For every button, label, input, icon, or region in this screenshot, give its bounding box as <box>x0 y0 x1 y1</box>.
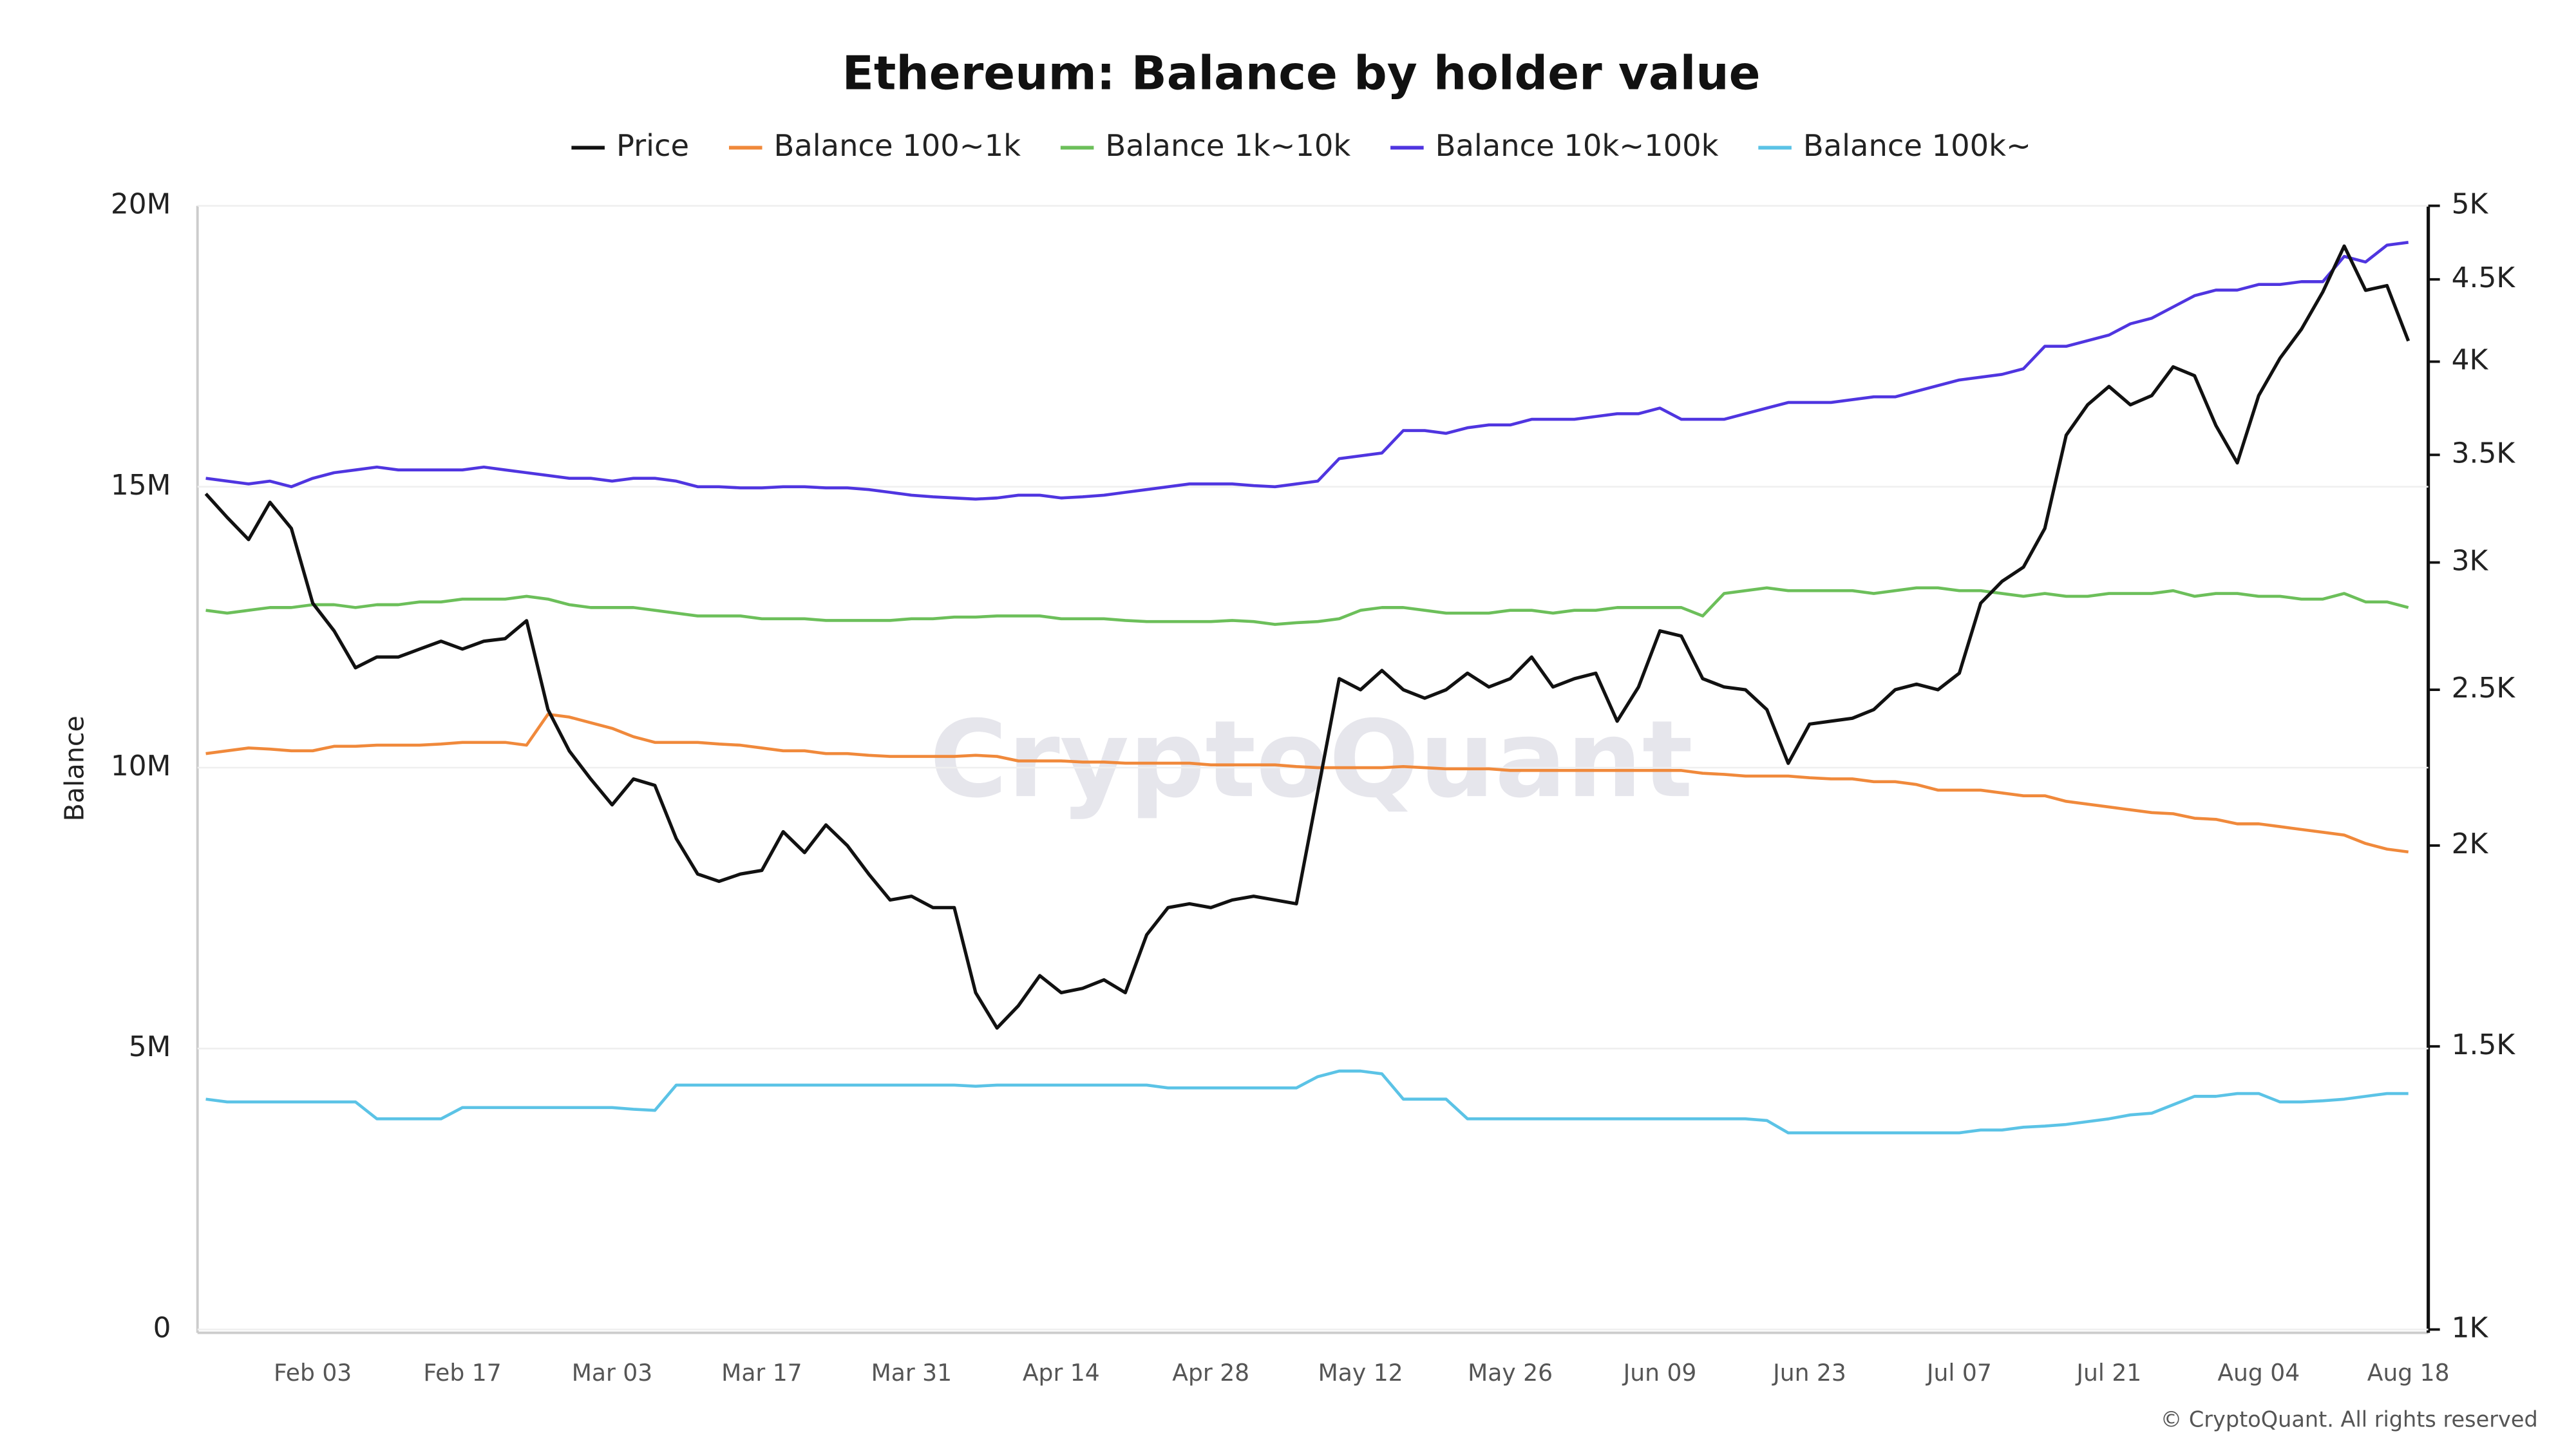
series-line <box>205 712 2409 854</box>
credit: © CryptoQuant. All rights reserved <box>2161 1407 2538 1432</box>
legend-label: Balance 100k~ <box>1803 128 2031 163</box>
x-tick-label: Jul 07 <box>1926 1359 1992 1387</box>
y-tick-label: 0 <box>153 1311 171 1344</box>
x-tick-label: May 26 <box>1468 1359 1553 1387</box>
x-tick-label: Jun 09 <box>1622 1359 1697 1387</box>
x-tick-label: Mar 17 <box>721 1359 802 1387</box>
y2-tick-label: 5K <box>2452 188 2489 221</box>
x-tick-label: Aug 04 <box>2217 1359 2300 1387</box>
x-tick-label: Jul 21 <box>2075 1359 2141 1387</box>
x-tick-label: Feb 03 <box>274 1359 352 1387</box>
y2-tick-label: 3.5K <box>2452 437 2516 469</box>
y2-tick-label: 3K <box>2452 544 2489 577</box>
legend-label: Balance 1k~10k <box>1105 128 1350 163</box>
series-line <box>204 244 2410 1030</box>
legend-label: Price <box>616 128 689 163</box>
y2-tick-label: 2.5K <box>2452 672 2516 705</box>
y2-tick-label: 4.5K <box>2452 261 2516 294</box>
x-tick-label: Mar 31 <box>871 1359 952 1387</box>
x-tick-label: May 12 <box>1318 1359 1403 1387</box>
y-tick-label: 20M <box>111 188 171 221</box>
y2-tick-label: 1K <box>2452 1311 2489 1344</box>
series-line <box>205 586 2409 626</box>
x-tick-label: Jun 23 <box>1772 1359 1846 1387</box>
y-tick-label: 5M <box>129 1030 171 1063</box>
legend-label: Balance 10k~100k <box>1435 128 1719 163</box>
y-tick-label: 10M <box>111 750 171 782</box>
x-tick-label: Aug 18 <box>2367 1359 2450 1387</box>
y-tick-label: 15M <box>111 469 171 502</box>
watermark: CryptoQuant <box>929 697 1692 821</box>
series-line <box>205 240 2409 501</box>
y2-tick-label: 4K <box>2452 344 2489 377</box>
x-tick-label: Apr 14 <box>1023 1359 1100 1387</box>
chart-title: Ethereum: Balance by holder value <box>842 47 1761 101</box>
x-tick-label: Apr 28 <box>1172 1359 1249 1387</box>
x-tick-label: Mar 03 <box>572 1359 652 1387</box>
legend: Price Balance 100~1k Balance 1k~10k Balance… <box>571 128 2031 163</box>
x-tick-label: Feb 17 <box>423 1359 501 1387</box>
series-line <box>205 1069 2409 1135</box>
y2-tick-label: 2K <box>2452 828 2489 860</box>
y2-tick-label: 1.5K <box>2452 1028 2516 1061</box>
y-axis-label: Balance <box>59 715 90 821</box>
legend-label: Balance 100~1k <box>774 128 1021 163</box>
